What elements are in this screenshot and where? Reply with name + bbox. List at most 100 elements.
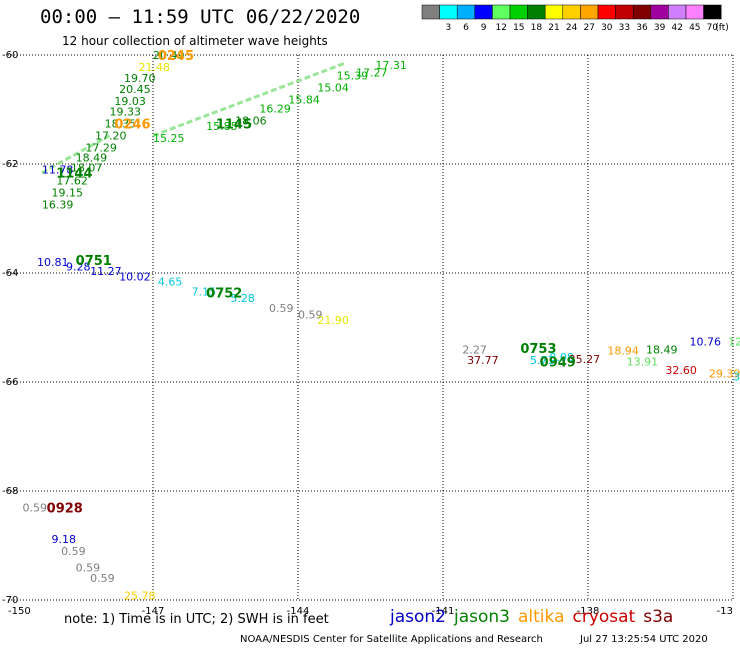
wave-height-label: 17.62 <box>56 174 87 187</box>
y-tick-label: -70 <box>2 595 18 606</box>
scale-swatch <box>597 4 616 20</box>
wave-height-label: 20.45 <box>119 83 150 96</box>
wave-height-label: 17.29 <box>85 142 117 155</box>
satellite-legend-item: altika <box>518 607 565 627</box>
pass-time-label: 0949 <box>540 355 576 370</box>
wave-height-label: 10.81 <box>37 256 69 269</box>
scale-swatch <box>685 4 704 20</box>
grid-lines <box>8 54 734 601</box>
page-title: 00:00 – 11:59 UTC 06/22/2020 <box>40 6 361 28</box>
wave-height-labels: 20.4921.4819.7020.4519.0319.3318.3517.20… <box>23 49 740 603</box>
wave-height-label: 19.03 <box>114 95 146 108</box>
y-tick-label: -64 <box>2 268 18 279</box>
pass-time-label: 1145 <box>216 118 252 133</box>
scale-swatch <box>580 4 599 20</box>
scale-label: 9 <box>481 23 487 33</box>
wave-height-label: 8.08 <box>549 351 574 364</box>
scale-swatch <box>668 4 687 20</box>
wave-height-label: 0.59 <box>76 561 101 574</box>
wave-height-label: 11.78 <box>42 163 73 176</box>
footer-credit: NOAA/NESDIS Center for Satellite Applica… <box>240 634 543 645</box>
scale-label: 70 <box>707 23 719 33</box>
wave-height-label: 7.15 <box>192 286 217 299</box>
scale-swatch <box>474 4 493 20</box>
track-lines <box>41 61 347 175</box>
wave-height-label: 0.59 <box>298 308 323 321</box>
wave-height-label: 5.28 <box>230 292 255 305</box>
wave-height-label: 10.02 <box>119 270 150 283</box>
scale-label: 42 <box>671 23 682 33</box>
satellite-legend-item: s3a <box>643 607 674 627</box>
scale-swatch <box>650 4 669 20</box>
wave-height-label: 25.78 <box>124 590 156 603</box>
scale-swatch <box>509 4 528 20</box>
x-tick-label: -147 <box>142 606 165 617</box>
track-line <box>152 61 347 138</box>
y-tick-label: -62 <box>2 159 18 170</box>
wave-height-label: 29.39 <box>709 367 740 380</box>
wave-height-label: 3.68 <box>733 371 740 384</box>
wave-height-label: 15.39 <box>337 70 369 83</box>
scale-label: 39 <box>654 23 666 33</box>
scale-label: 27 <box>583 23 594 33</box>
wave-height-label: 37.77 <box>467 354 499 367</box>
wave-height-label: 17.20 <box>95 130 127 143</box>
wave-height-label: 15.85 <box>206 120 238 133</box>
track-line <box>41 134 111 175</box>
wave-height-label: 19.33 <box>110 106 142 119</box>
wave-height-label: 32.60 <box>665 364 697 377</box>
wave-height-label: 4.65 <box>158 276 183 289</box>
axis-tick-labels: -150 -147 -144 -141 -138 -13 -60 -62 -64 -66 -68 -7… <box>2 50 733 617</box>
wave-height-label: 16.29 <box>259 102 291 115</box>
wave-height-label: 18.07 <box>71 161 103 174</box>
pass-time-label: 0753 <box>520 342 556 357</box>
scale-unit-label: (ft) <box>715 23 729 33</box>
pass-time-label: 0246 <box>114 118 150 133</box>
wave-height-label: 15.84 <box>288 94 320 107</box>
wave-height-label: 18.49 <box>646 343 678 356</box>
scale-swatch <box>562 4 581 20</box>
wave-height-label: 17.27 <box>356 66 388 79</box>
x-tick-label: -13 <box>717 606 733 617</box>
wave-height-label: 13.91 <box>627 355 659 368</box>
wave-height-label: 9.18 <box>52 533 77 546</box>
scale-label: 36 <box>636 23 648 33</box>
x-tick-label: -138 <box>577 606 600 617</box>
satellite-legend-item: jason2 <box>390 607 446 627</box>
wave-height-label: 21.48 <box>139 61 171 74</box>
wave-height-label: 15.04 <box>317 82 349 95</box>
wave-height-label: 16.39 <box>42 198 73 211</box>
satellite-legend-item: jason3 <box>454 607 510 627</box>
wave-height-label: 15.25 <box>153 132 185 145</box>
pass-time-label: 0752 <box>206 287 242 302</box>
satellite-legend: jason2 jason3 altika cryosat s3a <box>390 607 681 627</box>
scale-label: 21 <box>548 23 559 33</box>
y-tick-label: -66 <box>2 377 18 388</box>
pass-time-label: 0751 <box>76 254 112 269</box>
footer-timestamp: Jul 27 13:25:54 UTC 2020 <box>580 634 708 645</box>
wave-height-label: 18.06 <box>235 114 267 127</box>
wave-height-label: 19.15 <box>52 186 84 199</box>
wave-height-label: 0.59 <box>61 545 86 558</box>
scale-label: 15 <box>513 23 524 33</box>
wave-height-label: 9.28 <box>66 260 91 273</box>
scale-label: 33 <box>619 23 630 33</box>
wave-height-label: 12.90 <box>728 336 740 349</box>
scale-swatch <box>703 4 722 20</box>
wave-height-label: 20.49 <box>153 49 185 62</box>
note-text: note: 1) Time is in UTC; 2) SWH is in fe… <box>64 612 329 627</box>
scale-swatch <box>632 4 652 20</box>
wave-height-label: 18.35 <box>105 118 136 131</box>
wave-height-label: 0.59 <box>23 501 48 514</box>
scale-label: 45 <box>689 23 700 33</box>
pass-time-label: 0928 <box>47 501 83 516</box>
wave-height-label: 2.27 <box>462 343 487 356</box>
wave-height-label: 19.70 <box>124 72 156 85</box>
scale-label: 3 <box>446 23 452 33</box>
pass-time-label: 0245 <box>158 49 194 64</box>
scale-swatch <box>544 4 564 20</box>
scale-label: 6 <box>463 23 469 33</box>
y-tick-label: -60 <box>2 50 18 61</box>
color-scale: 3 6 9 12 15 18 21 24 27 30 33 36 39 42 45 70(ft) <box>421 4 729 33</box>
